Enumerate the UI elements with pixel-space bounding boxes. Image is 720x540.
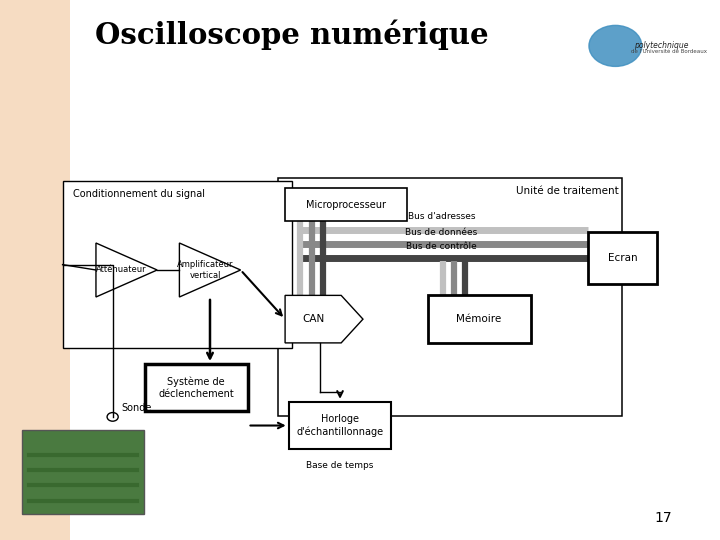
FancyBboxPatch shape	[63, 181, 292, 348]
Text: Bus d'adresses: Bus d'adresses	[408, 212, 475, 221]
Polygon shape	[179, 243, 240, 297]
FancyBboxPatch shape	[285, 188, 407, 221]
Text: Oscilloscope numérique: Oscilloscope numérique	[95, 20, 489, 50]
Text: Sonde: Sonde	[121, 402, 151, 413]
FancyBboxPatch shape	[588, 232, 657, 284]
Text: Unité de traitement: Unité de traitement	[516, 186, 619, 197]
Polygon shape	[96, 243, 157, 297]
Polygon shape	[285, 295, 363, 343]
Text: Base de temps: Base de temps	[306, 461, 374, 470]
Text: Atténuateur: Atténuateur	[96, 266, 147, 274]
Text: Bus de données: Bus de données	[405, 227, 477, 237]
Text: polytechnique: polytechnique	[634, 41, 688, 50]
FancyBboxPatch shape	[428, 295, 531, 343]
FancyBboxPatch shape	[289, 402, 392, 449]
FancyBboxPatch shape	[22, 430, 144, 514]
Text: Microprocesseur: Microprocesseur	[306, 200, 386, 210]
Text: Conditionnement du signal: Conditionnement du signal	[73, 189, 205, 199]
FancyBboxPatch shape	[278, 178, 622, 416]
Text: Mémoire: Mémoire	[456, 314, 502, 324]
Text: CAN: CAN	[302, 314, 324, 324]
Text: Horloge
d'échantillonnage: Horloge d'échantillonnage	[297, 414, 384, 437]
Text: Bus de contrôle: Bus de contrôle	[406, 241, 477, 251]
Text: Ecran: Ecran	[608, 253, 637, 263]
Bar	[0, 0, 70, 540]
Circle shape	[589, 25, 642, 66]
Text: 17: 17	[654, 511, 672, 525]
FancyBboxPatch shape	[145, 364, 248, 411]
Text: de l'Université de Bordeaux: de l'Université de Bordeaux	[631, 49, 707, 54]
Text: Système de
déclenchement: Système de déclenchement	[158, 377, 234, 399]
Text: Amplificateur
vertical: Amplificateur vertical	[177, 260, 233, 280]
